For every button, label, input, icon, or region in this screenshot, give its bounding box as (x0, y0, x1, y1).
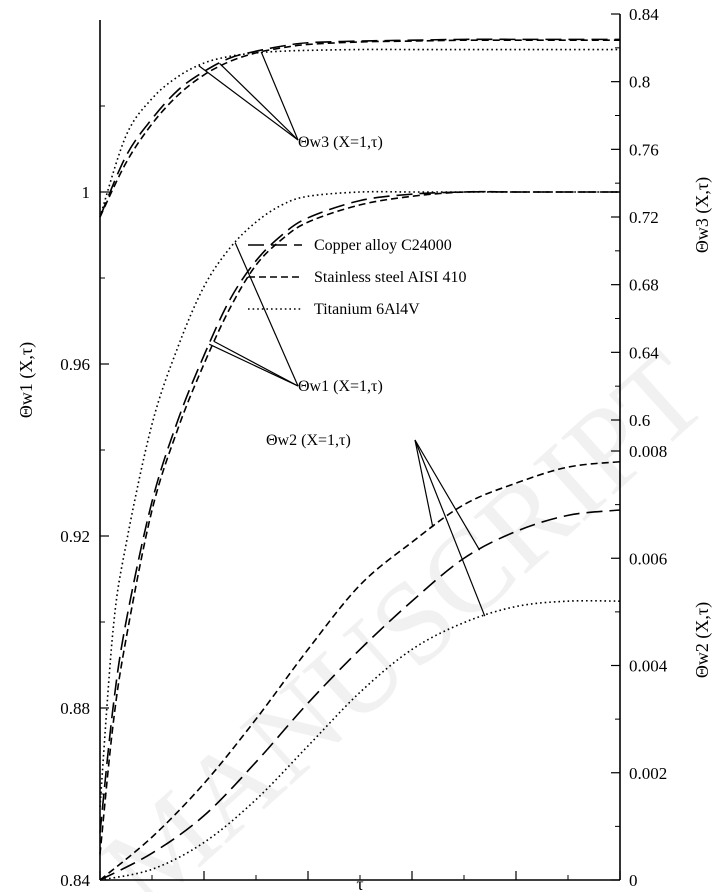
x-axis-label: τ (356, 874, 363, 892)
legend: Copper alloy C24000 Stainless steel AISI… (248, 237, 466, 318)
legend-entry-copper: Copper alloy C24000 (314, 237, 452, 254)
y-right-bottom-tick-label: 0.008 (629, 442, 667, 461)
annotation-w2: Θw2 (X=1,τ) (266, 432, 351, 449)
legend-entry-steel: Stainless steel AISI 410 (314, 269, 466, 286)
leader-w3-titanium (198, 65, 299, 141)
y-left-tick-label: 0.96 (60, 355, 90, 374)
y-right-bottom-axis-label: Θw2 (X,τ) (692, 602, 713, 678)
y-left-tick-label: 0.84 (60, 871, 90, 890)
leader-w1-steel (214, 341, 299, 387)
curve-w3-steel (99, 39, 620, 218)
ticks (99, 13, 621, 881)
x-tick-label: 0 (96, 889, 105, 892)
callouts (198, 51, 486, 617)
y-right-bottom-tick-label: 0.004 (629, 657, 668, 676)
y-left-axis-label: Θw1 (X,τ) (16, 342, 37, 418)
y-right-top-tick-label: 0.68 (629, 276, 659, 295)
x-tick-label: 0.8 (505, 889, 526, 892)
leader-w2-titanium (414, 439, 486, 617)
y-left-tick-label: 0.92 (60, 527, 90, 546)
curve-w2-titanium (99, 599, 621, 881)
tick-labels: 0 0.2 0.4 0.6 0.8 1 0.84 0.88 0.92 0.96 1 0.6 0.64 0.… (60, 5, 668, 892)
x-tick-label: 0.4 (297, 889, 319, 892)
y-right-top-tick-label: 0.76 (629, 140, 659, 159)
curve-w1-titanium (99, 190, 620, 807)
leader-w1-titanium (234, 242, 299, 387)
x-tick-label: 1 (616, 889, 625, 892)
x-tick-label: 0.2 (193, 889, 214, 892)
leader-w3-steel (260, 51, 299, 141)
y-right-top-tick-label: 0.64 (629, 343, 659, 362)
y-right-top-tick-label: 0.84 (629, 5, 659, 24)
curves (99, 38, 621, 881)
y-left-tick-label: 1 (82, 183, 91, 202)
legend-entry-titanium: Titanium 6Al4V (314, 301, 420, 318)
curve-w3-titanium (99, 48, 620, 218)
watermark: MANUSCRIPT (77, 327, 719, 892)
leader-w1-copper (208, 343, 299, 387)
y-right-top-axis-label: Θw3 (X,τ) (692, 177, 713, 253)
annotation-w1: Θw1 (X=1,τ) (298, 378, 383, 395)
y-left-tick-label: 0.88 (60, 699, 90, 718)
curve-w2-copper (99, 509, 621, 881)
x-tick-label: 0.6 (401, 889, 422, 892)
curve-w1-copper (99, 191, 620, 833)
leader-w2-copper (414, 439, 481, 551)
curve-w2-steel (99, 460, 621, 881)
y-right-bottom-tick-label: 0.002 (629, 764, 667, 783)
y-right-bottom-tick-label: 0 (629, 871, 638, 890)
y-right-top-tick-label: 0.72 (629, 208, 659, 227)
y-right-bottom-tick-label: 0.006 (629, 549, 667, 568)
y-right-top-tick-label: 0.8 (629, 73, 650, 92)
annotation-w3: Θw3 (X=1,τ) (298, 134, 383, 151)
y-right-top-tick-label: 0.6 (629, 411, 650, 430)
curve-w3-copper (99, 38, 620, 218)
leader-w2-steel (414, 439, 434, 528)
leader-w3-copper (219, 62, 299, 141)
